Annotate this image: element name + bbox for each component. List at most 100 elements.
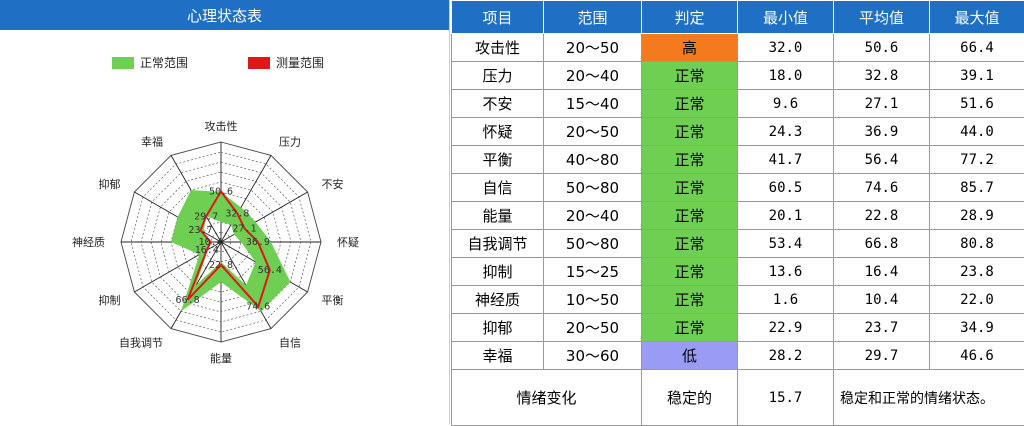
axis-label: 幸福	[141, 135, 163, 149]
row-max: 77.2	[930, 146, 1024, 174]
axis-label: 压力	[279, 136, 301, 149]
row-avg: 50.6	[834, 34, 930, 62]
axis-label: 神经质	[72, 235, 105, 249]
row-range: 15～40	[544, 90, 642, 118]
row-min: 28.2	[738, 342, 834, 370]
row-range: 20～50	[544, 118, 642, 146]
col-avg: 平均值	[834, 1, 930, 34]
data-label: 56.4	[258, 265, 282, 276]
legend: 正常范围 测量范围	[112, 56, 324, 70]
row-max: 51.6	[930, 90, 1024, 118]
row-min: 9.6	[738, 90, 834, 118]
row-judge: 正常	[642, 174, 738, 202]
summary-value: 15.7	[738, 370, 834, 426]
row-name: 抑郁	[452, 314, 544, 342]
row-judge: 正常	[642, 202, 738, 230]
row-judge: 正常	[642, 258, 738, 286]
row-min: 32.0	[738, 34, 834, 62]
row-name: 攻击性	[452, 34, 544, 62]
row-min: 22.9	[738, 314, 834, 342]
summary-description: 稳定和正常的情绪状态。	[834, 370, 1024, 426]
axis-label: 自我调节	[119, 336, 163, 349]
row-name: 幸福	[452, 342, 544, 370]
legend-measured-label: 测量范围	[276, 56, 324, 70]
legend-normal-label: 正常范围	[140, 56, 188, 70]
axis-label: 怀疑	[337, 236, 359, 249]
row-min: 13.6	[738, 258, 834, 286]
row-judge: 正常	[642, 286, 738, 314]
row-avg: 22.8	[834, 202, 930, 230]
col-max: 最大值	[930, 1, 1024, 34]
row-name: 神经质	[452, 286, 544, 314]
row-max: 23.8	[930, 258, 1024, 286]
row-avg: 32.8	[834, 62, 930, 90]
row-judge: 低	[642, 342, 738, 370]
row-range: 10～50	[544, 286, 642, 314]
legend-normal-swatch	[112, 57, 134, 69]
row-avg: 23.7	[834, 314, 930, 342]
chart-title: 心理状态表	[0, 0, 449, 30]
row-avg: 16.4	[834, 258, 930, 286]
row-range: 15～25	[544, 258, 642, 286]
axis-label: 不安	[321, 177, 343, 191]
chart-panel: 心理状态表 正常范围 测量范围 攻击性压力不安怀疑平衡自信能量 自我调节 抑制 神经质…	[0, 0, 450, 424]
row-name: 抑制	[452, 258, 544, 286]
row-range: 20～50	[544, 34, 642, 62]
data-label: 74.6	[246, 302, 270, 313]
col-item: 项目	[452, 1, 544, 34]
data-label: 29.7	[194, 211, 218, 222]
col-judge: 判定	[642, 1, 738, 34]
row-max: 34.9	[930, 314, 1024, 342]
row-min: 20.1	[738, 202, 834, 230]
row-min: 1.6	[738, 286, 834, 314]
row-max: 85.7	[930, 174, 1024, 202]
row-range: 50～80	[544, 174, 642, 202]
row-name: 自我调节	[452, 230, 544, 258]
axis-label: 能量	[210, 351, 232, 365]
row-name: 平衡	[452, 146, 544, 174]
axis-label: 攻击性	[205, 119, 238, 133]
row-min: 24.3	[738, 118, 834, 146]
axis-label: 抑制	[99, 293, 121, 307]
axis-label: 平衡	[321, 294, 343, 307]
row-max: 39.1	[930, 62, 1024, 90]
row-range: 20～50	[544, 314, 642, 342]
data-label: 10.4	[199, 237, 223, 248]
row-min: 60.5	[738, 174, 834, 202]
data-label: 32.8	[225, 209, 249, 220]
row-max: 46.6	[930, 342, 1024, 370]
row-judge: 正常	[642, 230, 738, 258]
row-judge: 正常	[642, 62, 738, 90]
row-judge: 高	[642, 34, 738, 62]
row-name: 能量	[452, 202, 544, 230]
row-avg: 36.9	[834, 118, 930, 146]
summary-judge: 稳定的	[642, 370, 738, 426]
row-max: 44.0	[930, 118, 1024, 146]
row-max: 80.8	[930, 230, 1024, 258]
data-label: 50.6	[209, 186, 233, 197]
row-avg: 27.1	[834, 90, 930, 118]
row-range: 20～40	[544, 62, 642, 90]
axis-label: 自信	[279, 336, 301, 349]
summary-label: 情绪变化	[452, 370, 642, 426]
row-avg: 74.6	[834, 174, 930, 202]
row-range: 50～80	[544, 230, 642, 258]
row-avg: 29.7	[834, 342, 930, 370]
row-avg: 56.4	[834, 146, 930, 174]
row-name: 自信	[452, 174, 544, 202]
col-range: 范围	[544, 1, 642, 34]
row-min: 18.0	[738, 62, 834, 90]
row-range: 20～40	[544, 202, 642, 230]
row-max: 22.0	[930, 286, 1024, 314]
